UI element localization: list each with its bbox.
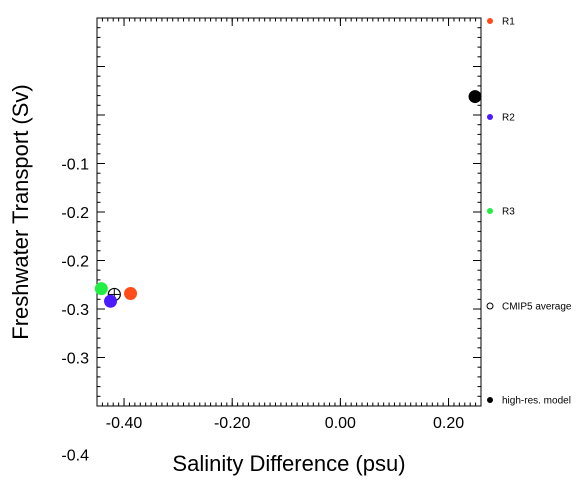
legend-label: R2 bbox=[502, 113, 515, 124]
data-point-r1 bbox=[124, 286, 138, 300]
legend: R1 R2 R3 CMIP5 average high-res. model bbox=[486, 17, 572, 407]
y-tick-label: -0.2 bbox=[61, 254, 89, 271]
legend-label: high-res. model bbox=[502, 396, 571, 407]
plot-points bbox=[94, 90, 482, 308]
y-axis-title: Freshwater Transport (Sv) bbox=[8, 84, 33, 340]
data-point-r2 bbox=[104, 294, 118, 308]
y-tick-label: -0.1 bbox=[61, 157, 89, 174]
y-tick-label: -0.4 bbox=[61, 448, 89, 465]
legend-marker bbox=[487, 208, 493, 214]
x-axis-title: Salinity Difference (psu) bbox=[172, 451, 405, 476]
x-tick-label: -0.20 bbox=[214, 415, 251, 432]
legend-marker bbox=[486, 302, 494, 310]
legend-marker bbox=[487, 114, 493, 120]
y-tick-label: -0.3 bbox=[61, 351, 89, 368]
legend-label: R3 bbox=[502, 207, 515, 218]
legend-label: R1 bbox=[502, 17, 515, 28]
data-point-high-res-model bbox=[468, 90, 482, 104]
x-tick-label: 0.00 bbox=[325, 415, 356, 432]
y-tick-label-mirrored: -0.2 bbox=[61, 205, 89, 222]
y-tick-label-mirrored: -0.3 bbox=[61, 302, 89, 319]
x-axis: -0.40 -0.20 0.00 0.20 bbox=[101, 18, 477, 432]
plot-frame bbox=[96, 17, 482, 407]
x-tick-label: 0.20 bbox=[433, 415, 464, 432]
legend-marker bbox=[487, 397, 493, 403]
legend-marker bbox=[487, 18, 493, 24]
data-point-r3 bbox=[94, 282, 108, 296]
y-axis: -0.1 -0.2 -0.3 -0.4 -0.2 -0.3 bbox=[61, 17, 481, 465]
legend-label: CMIP5 average bbox=[502, 302, 572, 313]
x-tick-label: -0.40 bbox=[106, 415, 143, 432]
